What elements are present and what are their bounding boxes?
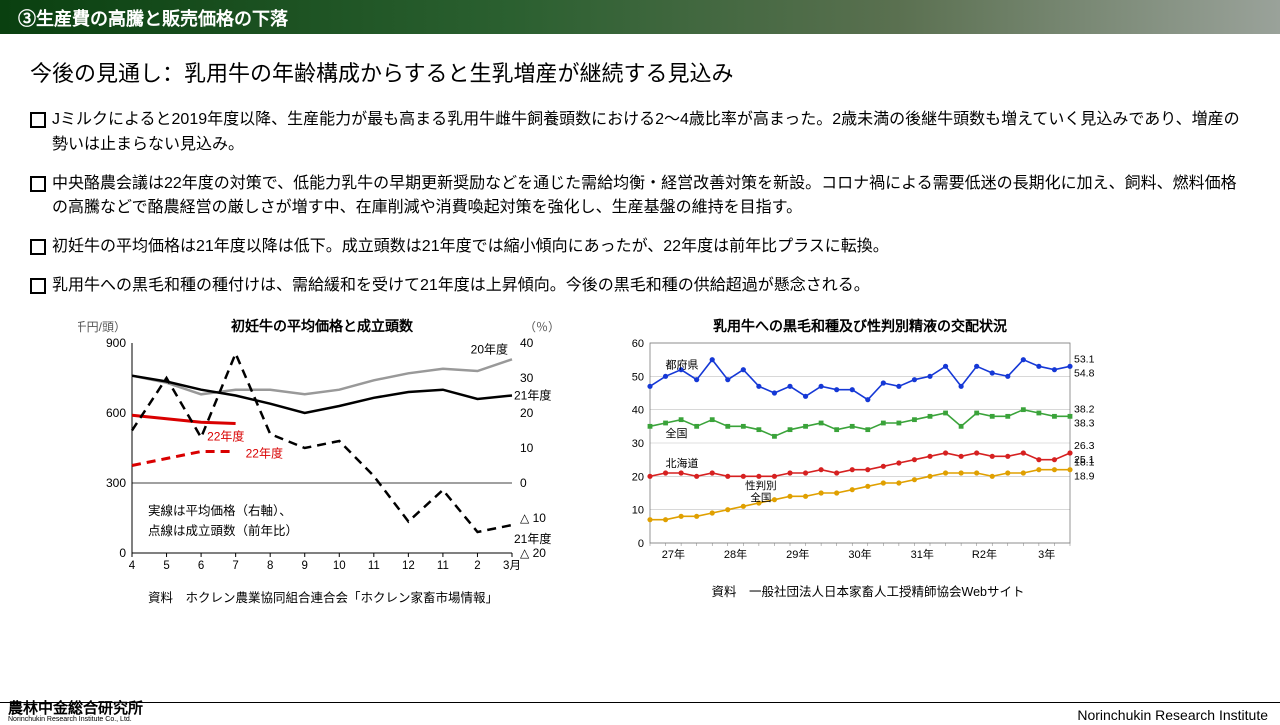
svg-text:300: 300	[106, 476, 126, 490]
footer-rule	[0, 702, 1280, 703]
svg-text:38.2: 38.2	[1074, 403, 1095, 415]
chart-left-source: 資料 ホクレン農業協同組合連合会「ホクレン家畜市場情報」	[148, 587, 498, 606]
svg-text:0: 0	[638, 538, 644, 550]
svg-text:△ 10: △ 10	[520, 511, 546, 525]
svg-text:全国: 全国	[750, 491, 771, 504]
svg-text:8: 8	[267, 560, 273, 572]
chart-left-svg: 初妊牛の平均価格と成立頭数（千円/頭）（％）0300600900△ 20△ 10…	[78, 317, 568, 577]
svg-text:10: 10	[520, 441, 534, 455]
svg-text:10: 10	[333, 560, 346, 572]
chart-right-svg: 乳用牛への黒毛和種及び性判別精液の交配状況 0 10 20 30 40 50 60 27年 28年…	[616, 317, 1120, 571]
svg-text:18.1: 18.1	[1074, 456, 1095, 468]
chart-right-source: 資料 一般社団法人日本家畜人工授精師協会Webサイト	[712, 581, 1025, 600]
charts-row: 初妊牛の平均価格と成立頭数（千円/頭）（％）0300600900△ 20△ 10…	[0, 313, 1280, 606]
footer-right: Norinchukin Research Institute	[1077, 707, 1268, 723]
svg-text:7: 7	[232, 560, 238, 572]
svg-text:6: 6	[198, 560, 204, 572]
svg-text:△ 20: △ 20	[520, 546, 546, 560]
svg-text:18.9: 18.9	[1074, 470, 1095, 482]
svg-text:5: 5	[163, 560, 169, 572]
svg-text:点線は成立頭数（前年比）: 点線は成立頭数（前年比）	[148, 523, 298, 538]
svg-text:北海道: 北海道	[666, 456, 699, 470]
bullet-list: Jミルクによると2019年度以降、生産能力が最も高まる乳用牛雌牛飼養頭数における…	[0, 102, 1280, 299]
svg-text:53.1: 53.1	[1074, 353, 1095, 365]
svg-text:10: 10	[632, 504, 644, 516]
svg-text:27年: 27年	[662, 547, 685, 561]
svg-text:31年: 31年	[911, 547, 934, 561]
svg-text:初妊牛の平均価格と成立頭数: 初妊牛の平均価格と成立頭数	[231, 318, 414, 334]
svg-text:都府県: 都府県	[666, 357, 699, 371]
svg-text:3年: 3年	[1038, 547, 1055, 561]
svg-text:50: 50	[632, 371, 644, 383]
svg-text:22年度: 22年度	[207, 428, 244, 443]
svg-text:0: 0	[119, 546, 126, 560]
svg-text:600: 600	[106, 406, 126, 420]
svg-text:3月: 3月	[503, 560, 521, 572]
svg-text:20: 20	[520, 406, 534, 420]
svg-text:30: 30	[520, 371, 534, 385]
svg-text:20年度: 20年度	[471, 341, 508, 356]
svg-text:22年度: 22年度	[246, 445, 283, 460]
svg-text:21年度: 21年度	[514, 387, 551, 402]
svg-text:全国: 全国	[666, 426, 688, 440]
svg-text:60: 60	[632, 338, 644, 350]
svg-text:9: 9	[302, 560, 308, 572]
svg-text:40: 40	[632, 404, 644, 416]
bullet-item: Jミルクによると2019年度以降、生産能力が最も高まる乳用牛雌牛飼養頭数における…	[30, 108, 1240, 158]
svg-text:0: 0	[520, 476, 527, 490]
svg-text:900: 900	[106, 336, 126, 350]
bullet-item: 中央酪農会議は22年度の対策で、低能力乳牛の早期更新奨励などを通じた需給均衡・経…	[30, 172, 1240, 222]
chart-left: 初妊牛の平均価格と成立頭数（千円/頭）（％）0300600900△ 20△ 10…	[78, 317, 568, 606]
svg-text:乳用牛への黒毛和種及び性判別精液の交配状況: 乳用牛への黒毛和種及び性判別精液の交配状況	[713, 318, 1007, 334]
footer-logo-en: Norinchukin Research Institute Co., Ltd.	[8, 716, 143, 723]
svg-text:29年: 29年	[786, 547, 809, 561]
header-bar: ③生産費の高騰と販売価格の下落	[0, 0, 1280, 34]
svg-text:26.3: 26.3	[1074, 440, 1095, 452]
svg-text:11: 11	[368, 560, 380, 572]
svg-text:30: 30	[632, 438, 644, 450]
svg-text:38.3: 38.3	[1074, 417, 1095, 429]
svg-text:（％）: （％）	[524, 320, 560, 334]
svg-text:28年: 28年	[724, 547, 747, 561]
svg-text:性判別: 性判別	[745, 479, 777, 492]
svg-text:21年度: 21年度	[514, 531, 551, 546]
svg-text:54.8: 54.8	[1074, 367, 1095, 379]
bullet-item: 初妊牛の平均価格は21年度以降は低下。成立頭数は21年度では縮小傾向にあったが、…	[30, 235, 1240, 260]
svg-text:（千円/頭）: （千円/頭）	[78, 320, 126, 334]
svg-text:20: 20	[632, 471, 644, 483]
footer-logo: 農林中金総合研究所 Norinchukin Research Institute…	[8, 701, 143, 723]
svg-text:4: 4	[129, 560, 136, 572]
svg-text:30年: 30年	[848, 547, 871, 561]
svg-text:12: 12	[402, 560, 415, 572]
svg-text:R2年: R2年	[972, 547, 997, 561]
page-subtitle: 今後の見通し：乳用牛の年齢構成からすると生乳増産が継続する見込み	[0, 34, 1280, 102]
svg-text:2: 2	[474, 560, 480, 572]
svg-text:11: 11	[437, 560, 449, 572]
svg-text:40: 40	[520, 336, 534, 350]
chart-right: 乳用牛への黒毛和種及び性判別精液の交配状況 0 10 20 30 40 50 60 27年 28年…	[616, 317, 1120, 606]
bullet-item: 乳用牛への黒毛和種の種付けは、需給緩和を受けて21年度は上昇傾向。今後の黒毛和種…	[30, 274, 1240, 299]
header-title: ③生産費の高騰と販売価格の下落	[18, 9, 288, 29]
svg-text:実線は平均価格（右軸）、: 実線は平均価格（右軸）、	[148, 503, 292, 518]
footer-logo-jp: 農林中金総合研究所	[8, 701, 143, 716]
